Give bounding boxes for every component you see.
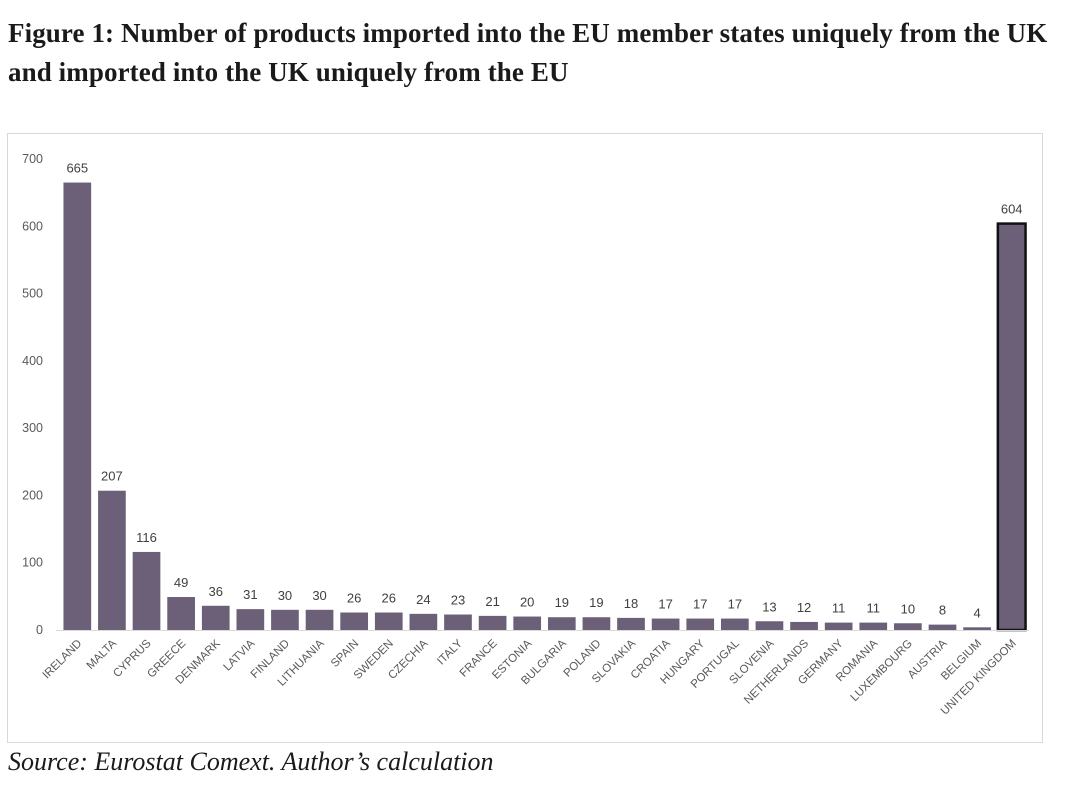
x-axis: IRELAND MALTACYPRUSGREECEDENMARKLATVIAFIN…: [41, 637, 1019, 717]
value-label-italy: 23: [451, 593, 465, 608]
value-label-united-kingdom: 604: [1001, 202, 1023, 217]
value-label-germany: 11: [832, 601, 846, 616]
bar-united-kingdom: [996, 222, 1027, 632]
y-tick-400: 400: [22, 354, 43, 368]
bar-germany: [824, 622, 853, 630]
value-label-denmark: 36: [208, 584, 222, 599]
value-label-hungary: 17: [693, 597, 707, 612]
y-tick-500: 500: [22, 287, 43, 301]
bar-slovakia: [617, 617, 645, 630]
bar-finland: [271, 609, 299, 630]
bar-sweden: [374, 612, 403, 630]
x-tick-netherlands: NETHERLANDS: [742, 637, 811, 706]
value-label-estonia: 20: [520, 595, 534, 610]
chart-area: 0 100 200 300 400 500 600 700 665 207 116 49 36 31 30…: [7, 133, 1043, 743]
bar-chart: 0 100 200 300 400 500 600 700 665 207 116 49 36 31 30…: [22, 152, 1029, 718]
value-label-luxembourg: 10: [901, 601, 915, 616]
value-label-malta: 207: [101, 469, 123, 484]
bar-latvia: [236, 609, 265, 630]
value-label-slovakia: 18: [624, 596, 638, 611]
value-label-greece: 49: [174, 575, 188, 590]
bar-spain: [340, 612, 369, 630]
bar-series: [63, 182, 1027, 632]
bar-denmark: [201, 605, 230, 630]
value-label-france: 21: [485, 594, 499, 609]
bar-bulgaria: [547, 617, 576, 630]
x-tick-spain: SPAIN: [329, 638, 361, 670]
value-label-poland: 19: [589, 595, 603, 610]
bar-belgium: [963, 627, 991, 630]
value-label-belgium: 4: [973, 605, 980, 620]
bar-greece: [167, 597, 195, 630]
x-tick-ireland: IRELAND: [41, 638, 85, 682]
bar-portugal: [721, 618, 749, 630]
data-labels: 665 207 116 49 36 31 30 30 26 26 24 23 21 20 19 19 18 17 1…: [66, 161, 1022, 621]
bar-lithuania: [305, 609, 334, 630]
bar-netherlands: [790, 621, 818, 630]
value-label-austria: 8: [939, 603, 946, 618]
bar-italy: [444, 614, 472, 630]
value-label-netherlands: 12: [797, 600, 811, 615]
value-label-romania: 11: [867, 601, 881, 616]
x-tick-italy: ITALY: [435, 637, 465, 667]
bar-malta: [98, 490, 126, 630]
value-label-croatia: 17: [658, 597, 672, 612]
value-label-finland: 30: [278, 588, 292, 603]
bar-luxembourg: [894, 623, 922, 630]
y-tick-600: 600: [22, 219, 43, 233]
y-tick-100: 100: [22, 556, 43, 570]
bar-france: [478, 615, 507, 630]
bar-slovenia: [755, 621, 784, 630]
bar-romania: [859, 622, 888, 630]
bar-austria: [928, 624, 957, 630]
y-tick-700: 700: [22, 152, 43, 166]
value-label-bulgaria: 19: [555, 595, 569, 610]
y-axis: 0 100 200 300 400 500 600 700: [22, 152, 43, 637]
y-tick-300: 300: [22, 421, 43, 435]
figure-title: Figure 1: Number of products imported in…: [8, 18, 1048, 87]
value-label-ireland: 665: [66, 161, 88, 176]
bar-ireland: [63, 182, 92, 631]
value-label-czechia: 24: [416, 592, 430, 607]
x-tick-malta: MALTA: [85, 637, 120, 672]
source-note: Source: Eurostat Comext. Author’s calcul…: [8, 747, 494, 776]
y-tick-0: 0: [36, 623, 43, 637]
bar-estonia: [513, 616, 542, 630]
bar-croatia: [651, 618, 680, 630]
bar-cyprus: [132, 551, 161, 630]
value-label-lithuania: 30: [312, 588, 326, 603]
value-label-slovenia: 13: [762, 599, 776, 614]
bar-poland: [582, 617, 611, 630]
value-label-sweden: 26: [382, 591, 396, 606]
x-tick-luxembourg: LUXEMBOURG: [849, 638, 915, 704]
value-label-cyprus: 116: [136, 530, 157, 545]
bar-hungary: [686, 618, 715, 630]
value-label-latvia: 31: [243, 587, 257, 602]
value-label-portugal: 17: [728, 597, 742, 612]
bar-czechia: [409, 613, 438, 630]
value-label-spain: 26: [347, 591, 361, 606]
y-tick-200: 200: [22, 488, 43, 502]
